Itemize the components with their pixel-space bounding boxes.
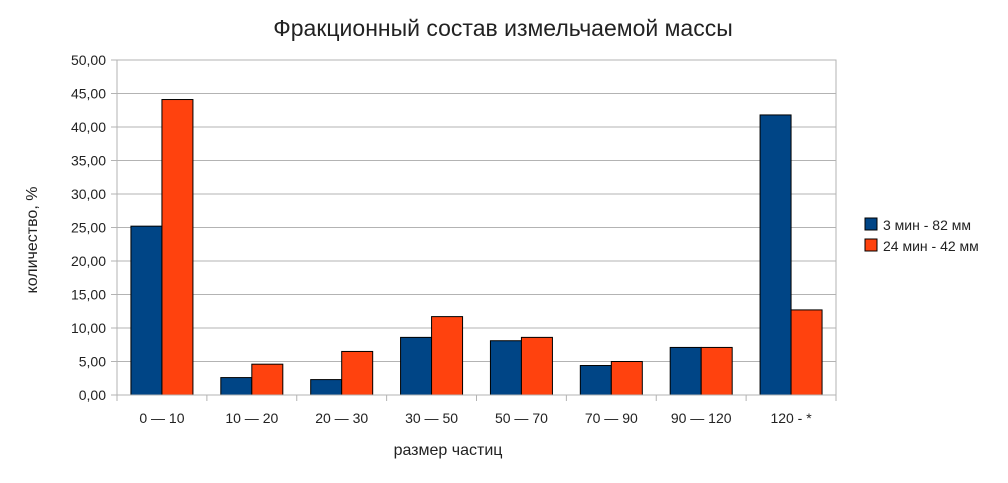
y-tick-label: 0,00 — [79, 387, 106, 403]
y-tick-label: 5,00 — [79, 354, 106, 370]
bar — [610, 361, 643, 396]
legend-swatch — [864, 217, 878, 231]
y-axis-ticks: 0,00 5,00 10,00 15,00 20,00 25,00 30,00 35,00 40… — [71, 52, 117, 403]
bar — [400, 336, 433, 396]
legend-label: 24 мин - 42 мм — [883, 238, 979, 254]
bar — [161, 99, 194, 396]
x-tick-label: 10 — 20 — [225, 410, 278, 426]
legend: 3 мин - 82 мм 24 мин - 42 мм — [864, 217, 979, 254]
x-tick-label: 20 — 30 — [315, 410, 368, 426]
x-axis-ticks: 0 — 10 10 — 20 20 — 30 30 — 50 50 — 70 70 — 9… — [116, 395, 837, 426]
legend-swatch — [864, 238, 878, 252]
bar — [579, 365, 612, 396]
y-tick-label: 45,00 — [71, 86, 106, 102]
bar — [489, 340, 522, 396]
bar — [251, 363, 284, 396]
chart-title: Фракционный состав измельчаемой массы — [273, 15, 732, 41]
y-tick-label: 25,00 — [71, 220, 106, 236]
bar — [130, 225, 163, 396]
axes — [116, 59, 837, 396]
y-tick-label: 10,00 — [71, 320, 106, 336]
x-tick-label: 70 — 90 — [585, 410, 638, 426]
bar — [700, 346, 733, 396]
bar — [310, 379, 343, 396]
bar — [520, 336, 553, 396]
y-tick-label: 35,00 — [71, 153, 106, 169]
bar — [341, 350, 374, 396]
bar — [759, 114, 792, 396]
bar — [669, 346, 702, 396]
x-tick-label: 50 — 70 — [495, 410, 548, 426]
gridlines — [117, 59, 836, 362]
x-axis-label: размер частиц — [394, 442, 503, 459]
y-tick-label: 15,00 — [71, 287, 106, 303]
legend-label: 3 мин - 82 мм — [883, 217, 971, 233]
bars — [130, 99, 823, 396]
x-tick-label: 90 — 120 — [671, 410, 732, 426]
y-tick-label: 20,00 — [71, 253, 106, 269]
bar — [431, 316, 464, 396]
y-axis-label: количество, % — [24, 187, 41, 294]
bar — [790, 309, 823, 396]
x-tick-label: 120 - * — [770, 410, 812, 426]
x-tick-label: 0 — 10 — [139, 410, 184, 426]
y-tick-label: 40,00 — [71, 119, 106, 135]
y-tick-label: 50,00 — [71, 52, 106, 68]
plot-frame — [116, 59, 837, 396]
y-tick-label: 30,00 — [71, 186, 106, 202]
x-tick-label: 30 — 50 — [405, 410, 458, 426]
bar — [220, 377, 253, 396]
